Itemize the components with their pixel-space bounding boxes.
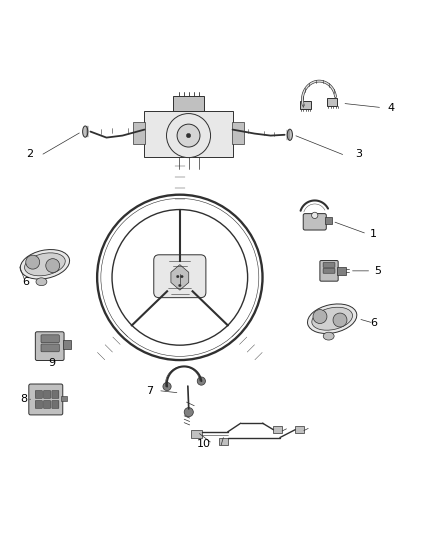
FancyBboxPatch shape xyxy=(273,426,282,433)
FancyBboxPatch shape xyxy=(303,214,326,230)
FancyBboxPatch shape xyxy=(191,430,201,439)
FancyBboxPatch shape xyxy=(44,400,50,408)
FancyBboxPatch shape xyxy=(300,101,311,109)
Text: 4: 4 xyxy=(387,103,395,112)
Circle shape xyxy=(311,212,318,219)
FancyBboxPatch shape xyxy=(35,391,42,398)
Ellipse shape xyxy=(20,249,70,279)
FancyBboxPatch shape xyxy=(295,426,304,433)
FancyBboxPatch shape xyxy=(133,122,145,143)
Text: 1: 1 xyxy=(370,229,377,239)
FancyBboxPatch shape xyxy=(29,384,63,415)
FancyBboxPatch shape xyxy=(323,269,335,273)
Polygon shape xyxy=(171,265,189,290)
Ellipse shape xyxy=(83,126,88,137)
Circle shape xyxy=(186,133,191,138)
Text: 3: 3 xyxy=(355,149,362,159)
Ellipse shape xyxy=(323,332,334,340)
Circle shape xyxy=(177,124,200,147)
FancyBboxPatch shape xyxy=(145,111,233,157)
Text: 2: 2 xyxy=(26,149,33,159)
FancyBboxPatch shape xyxy=(320,261,338,281)
Text: 6: 6 xyxy=(370,318,377,328)
Circle shape xyxy=(180,275,183,278)
Text: 5: 5 xyxy=(374,266,381,276)
FancyBboxPatch shape xyxy=(35,332,64,360)
Circle shape xyxy=(333,313,347,327)
FancyBboxPatch shape xyxy=(323,263,335,268)
FancyBboxPatch shape xyxy=(154,255,206,297)
Circle shape xyxy=(166,114,211,158)
FancyBboxPatch shape xyxy=(52,400,59,408)
Text: 6: 6 xyxy=(22,277,29,287)
Circle shape xyxy=(177,275,179,278)
Text: 8: 8 xyxy=(21,394,28,404)
Circle shape xyxy=(197,377,205,385)
Circle shape xyxy=(163,382,171,391)
FancyBboxPatch shape xyxy=(325,217,332,224)
FancyBboxPatch shape xyxy=(41,344,59,352)
Ellipse shape xyxy=(312,307,353,330)
Ellipse shape xyxy=(307,304,357,334)
Circle shape xyxy=(26,255,40,269)
FancyBboxPatch shape xyxy=(52,391,59,398)
Circle shape xyxy=(46,259,60,272)
FancyBboxPatch shape xyxy=(232,122,244,143)
FancyBboxPatch shape xyxy=(63,341,71,349)
Text: 7: 7 xyxy=(146,385,153,395)
FancyBboxPatch shape xyxy=(173,95,204,111)
Circle shape xyxy=(313,310,327,324)
FancyBboxPatch shape xyxy=(61,396,67,401)
FancyBboxPatch shape xyxy=(41,335,59,343)
FancyBboxPatch shape xyxy=(327,98,337,106)
Circle shape xyxy=(184,408,193,417)
FancyBboxPatch shape xyxy=(35,400,42,408)
FancyBboxPatch shape xyxy=(44,391,50,398)
FancyBboxPatch shape xyxy=(337,267,346,275)
Text: 9: 9 xyxy=(48,358,55,368)
Ellipse shape xyxy=(25,253,65,276)
FancyBboxPatch shape xyxy=(219,438,228,445)
Text: 10: 10 xyxy=(197,439,211,449)
Ellipse shape xyxy=(287,129,293,140)
Circle shape xyxy=(179,284,181,287)
Ellipse shape xyxy=(36,278,47,286)
